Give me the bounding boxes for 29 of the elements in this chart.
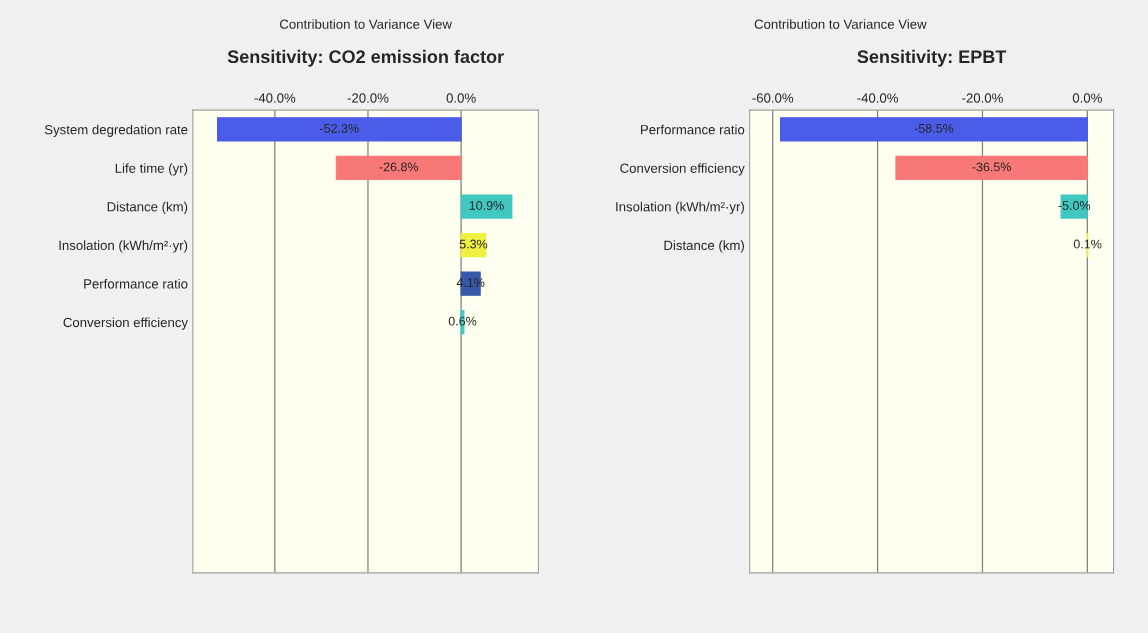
bar [460,194,513,219]
x-tick-label: -20.0% [347,93,389,103]
y-tick-label: Conversion efficiency [63,317,188,330]
chart-title: Sensitivity: EPBT [857,49,1007,67]
data-label: -52.3% [320,123,359,133]
y-tick-label: Conversion efficiency [620,163,745,176]
y-tick-label: Distance (km) [107,201,188,215]
y-tick-label: Life time (yr) [115,163,188,176]
y-tick-label: Performance ratio [641,124,745,135]
data-label: -26.8% [379,162,419,172]
chart-subtitle: Contribution to Variance View [280,19,452,29]
data-label: 10.9% [469,201,504,210]
x-tick-label: 0.0% [446,93,476,103]
x-tick-label: 0.0% [1072,93,1102,103]
bar [216,117,462,142]
y-tick-label: Insolation (kWh/m²·yr) [616,201,744,215]
data-label: -36.5% [972,162,1011,172]
x-tick-label: -60.0% [752,93,794,103]
y-tick-label: Performance ratio [84,278,188,289]
chart-subtitle: Contribution to Variance View [754,19,927,29]
chart-title: Sensitivity: CO2 emission factor [227,49,504,67]
bar [335,155,462,181]
x-tick-label: -40.0% [254,93,296,103]
y-tick-label: System degredation rate [44,124,188,137]
y-tick-label: Insolation (kWh/m²·yr) [59,240,188,253]
x-tick-label: -20.0% [962,93,1003,103]
y-tick-label: Distance (km) [664,240,744,253]
x-tick-label: -40.0% [857,93,899,103]
data-label: -58.5% [914,123,954,133]
